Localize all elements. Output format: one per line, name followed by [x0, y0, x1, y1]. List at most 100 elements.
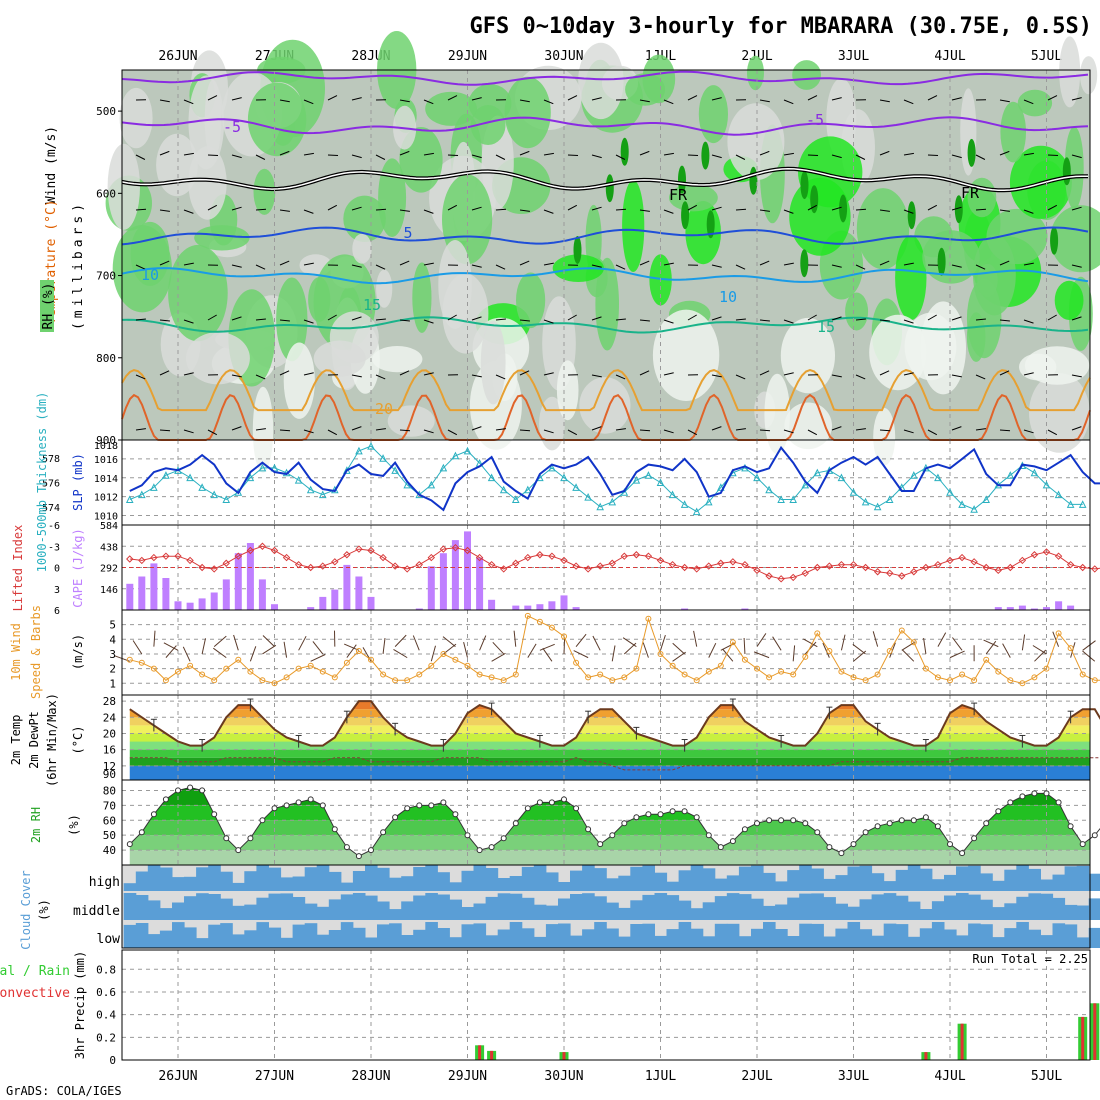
cloud-cell — [340, 894, 354, 920]
wind10-point — [609, 677, 616, 684]
thickness-point — [499, 485, 508, 494]
cape-tick-label: 438 — [100, 542, 118, 553]
wind10-point — [380, 671, 387, 678]
upper-wind-barb — [975, 208, 987, 211]
lifted-index-point — [656, 556, 665, 565]
rh2m-point — [1019, 793, 1026, 800]
cloud-cell — [618, 875, 631, 891]
thickness-point — [861, 497, 870, 506]
thickness-point — [753, 473, 761, 482]
wind10-tick-label: 2 — [109, 663, 116, 676]
cloud-cell — [919, 868, 933, 891]
upper-wind-barb — [255, 428, 266, 431]
wind10-barb — [804, 641, 817, 655]
upper-wind-barb — [999, 99, 1010, 103]
lifted-index-point — [620, 552, 629, 560]
upper-wind-barb — [327, 314, 337, 321]
cloud-cell — [907, 865, 921, 891]
upper-wind-barb — [879, 319, 890, 322]
upper-wind-barb — [1071, 426, 1082, 431]
cloud-cell — [823, 878, 836, 891]
cloud-cell — [1016, 865, 1029, 891]
li-tick-label: 0 — [54, 564, 60, 575]
upper-wind-barb — [327, 154, 339, 156]
lifted-index-point — [946, 556, 954, 565]
t2m-band — [129, 717, 1090, 726]
t2m-tick-label: 28 — [103, 695, 116, 708]
thickness-point — [632, 475, 641, 484]
wind10-barb — [442, 636, 456, 648]
cloud-cell — [618, 936, 631, 948]
cloud-cell — [425, 865, 438, 891]
cloud-cell — [328, 930, 342, 948]
upper-wind-barb — [255, 208, 267, 211]
cape-bar — [186, 602, 194, 610]
cloud-cell — [690, 865, 704, 891]
rh2m-point — [404, 805, 411, 812]
cape-bar — [994, 607, 1002, 610]
cloud-cell — [811, 923, 824, 948]
precip-conv-bar — [924, 1052, 928, 1060]
upper-wind-barb — [375, 428, 386, 431]
upper-wind-barb — [255, 154, 266, 160]
thickness-point — [560, 473, 568, 482]
thickness-point — [1030, 468, 1039, 477]
cloud-cell — [365, 895, 378, 920]
wind10-barb — [1082, 640, 1096, 651]
rh2m-point — [947, 841, 953, 848]
date-label-bottom: 3JUL — [838, 1069, 869, 1084]
cloud-cell — [738, 894, 752, 920]
upper-wind-barb — [591, 154, 602, 159]
wind10-barb — [249, 646, 257, 662]
upper-wind-barb — [567, 204, 578, 211]
cloud-cell — [919, 909, 933, 920]
upper-wind-barb — [1071, 316, 1082, 321]
lifted-index-point — [150, 553, 158, 562]
wind10-barb — [201, 638, 206, 655]
t2m-tick-label: 24 — [103, 711, 117, 724]
rh2m-point — [621, 820, 628, 827]
rh-shade-core — [706, 210, 715, 239]
cloud-cell — [1052, 923, 1066, 948]
upper-wind-barb — [759, 209, 770, 212]
cloud-cell — [220, 871, 233, 891]
wind10-barb — [803, 638, 818, 648]
cape-bar — [464, 531, 471, 610]
thickness-point — [608, 497, 617, 506]
cloud-cell — [992, 907, 1005, 920]
wind10-point — [729, 639, 736, 646]
thickness-point — [162, 471, 170, 479]
rh2m-point — [392, 814, 399, 821]
upper-wind-barb — [1023, 209, 1034, 214]
upper-ytick-label: 800 — [96, 352, 116, 365]
rh-shade-blob — [283, 342, 315, 419]
cloud-cell — [871, 935, 885, 948]
slp-tick-label-top: 1018 — [94, 441, 118, 452]
cloud-cell — [570, 870, 583, 891]
ylabel-t2m-unit: (°C) — [71, 726, 85, 755]
thickness-point — [548, 463, 556, 472]
upper-wind-barb — [423, 99, 434, 105]
temp-contour — [121, 226, 1089, 246]
lifted-index-point — [813, 563, 822, 572]
rh2m-point — [476, 847, 483, 854]
thickness-point — [885, 495, 894, 503]
lifted-index-point — [729, 558, 737, 566]
upper-wind-barb — [519, 429, 531, 432]
slp-tick-label: 1014 — [94, 474, 118, 485]
wind10-point — [150, 665, 157, 672]
upper-wind-barb — [495, 154, 506, 160]
cloud-cell — [570, 935, 583, 948]
temp-contour — [121, 267, 1089, 285]
wind10-barb — [592, 635, 601, 651]
upper-wind-barb — [543, 319, 554, 324]
date-label-bottom: 1JUL — [645, 1069, 676, 1084]
cloud-cell — [654, 935, 668, 948]
cloud-cell — [123, 924, 137, 948]
rh-shade-blob — [107, 143, 140, 230]
cape-bar — [1055, 601, 1063, 610]
cloud-cell — [714, 896, 728, 920]
upper-wind-barb — [135, 264, 146, 270]
wind10-barb — [672, 642, 685, 655]
wind10-point — [874, 671, 881, 678]
